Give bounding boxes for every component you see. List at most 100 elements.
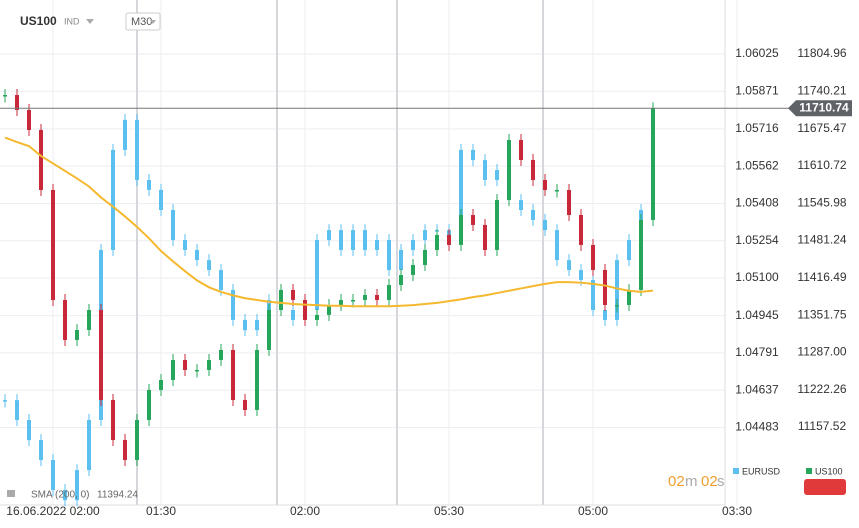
x-tick-label: 03:30 (722, 504, 752, 518)
current-price-label: 11710.74 (799, 100, 849, 114)
y2-tick-label: 11610.72 (797, 158, 846, 172)
candle (351, 299, 355, 302)
candle (27, 109, 31, 130)
candle (615, 260, 619, 320)
candle (567, 260, 571, 271)
y2-tick-label: 11740.21 (797, 83, 846, 97)
grid (0, 0, 738, 505)
candle (231, 289, 235, 320)
y2-tick-label: 11351.75 (797, 307, 846, 321)
candle (15, 94, 19, 110)
candle (591, 244, 595, 270)
candle (267, 309, 271, 350)
candle (123, 439, 127, 460)
indicator-value: 11394.24 (97, 490, 138, 501)
candle (135, 119, 139, 180)
candle (291, 289, 295, 300)
candle (567, 189, 571, 215)
candle (531, 159, 535, 180)
plot (0, 88, 790, 507)
y-tick-label: 1.05100 (735, 270, 779, 284)
candle (207, 260, 211, 271)
candle (243, 399, 247, 410)
candle (603, 269, 607, 305)
candle (363, 230, 367, 250)
candle (543, 179, 547, 190)
y-tick-label: 1.05254 (735, 233, 779, 247)
timer-unit: s (717, 473, 725, 490)
candle (387, 240, 391, 271)
dropdown-icon[interactable] (86, 19, 94, 24)
timer-unit: m (685, 473, 698, 490)
candle (315, 240, 319, 311)
current-price-box (788, 100, 852, 117)
candle (219, 349, 223, 360)
legend-label[interactable]: US100 (815, 466, 843, 476)
sma-line (4, 136, 654, 308)
y-tick-label: 1.04483 (735, 420, 779, 434)
candle (123, 119, 127, 150)
candle (519, 200, 523, 210)
candle (471, 149, 475, 161)
candle (99, 309, 103, 400)
candle (63, 489, 67, 501)
candle (615, 304, 619, 307)
candle (495, 199, 499, 250)
candle (231, 349, 235, 400)
y-tick-label: 1.06025 (735, 46, 779, 60)
legend-label[interactable]: EURUSD (742, 466, 781, 476)
candle (459, 214, 463, 245)
y2-tick-label: 11481.24 (797, 233, 846, 247)
candle (531, 209, 535, 220)
timer-minutes: 02 (668, 473, 685, 490)
y2-tick-label: 11416.49 (797, 270, 846, 284)
y2-tick-label: 11157.52 (798, 419, 847, 433)
candle (423, 249, 427, 266)
candle (207, 359, 211, 370)
candle (39, 129, 43, 190)
legend-swatch (806, 468, 812, 474)
y-tick-label: 1.05408 (735, 196, 779, 210)
candle (387, 284, 391, 300)
y2-tick-label: 11287.00 (797, 345, 846, 359)
candle (471, 214, 475, 225)
trade-button[interactable] (804, 479, 846, 495)
candle (543, 219, 547, 231)
candle (147, 179, 151, 190)
y2-tick-label: 11545.98 (797, 195, 846, 209)
candle (411, 265, 415, 275)
x-tick-label: 02:00 (290, 504, 320, 518)
candle (135, 419, 139, 460)
candle (363, 294, 367, 300)
candle (459, 149, 463, 241)
candle (171, 359, 175, 380)
candle (111, 149, 115, 250)
candle (255, 319, 259, 331)
candle (579, 214, 583, 245)
candle (183, 240, 187, 250)
y2-tick-label: 11222.26 (797, 382, 846, 396)
x-tick-label: 05:30 (434, 504, 464, 518)
candle (399, 249, 403, 271)
candle (375, 294, 379, 300)
y-tick-label: 1.05716 (735, 121, 779, 135)
y-tick-label: 1.04945 (735, 308, 779, 322)
candle (51, 189, 55, 300)
candle (75, 470, 79, 501)
candle (651, 108, 655, 220)
timeframe-button[interactable] (125, 12, 161, 31)
candle (87, 419, 91, 471)
y-tick-label: 1.05871 (735, 83, 779, 97)
candle (39, 440, 43, 460)
market: IND (64, 16, 80, 26)
candle (63, 299, 67, 340)
x-tick-label: 16.06.2022 02:00 (6, 504, 100, 518)
indicator-icon[interactable] (7, 490, 15, 497)
candle (507, 139, 511, 200)
timeframe[interactable]: M30 (131, 16, 152, 28)
candle (75, 329, 79, 340)
candle (411, 240, 415, 250)
candle (15, 400, 19, 420)
symbol[interactable]: US100 (20, 14, 57, 28)
